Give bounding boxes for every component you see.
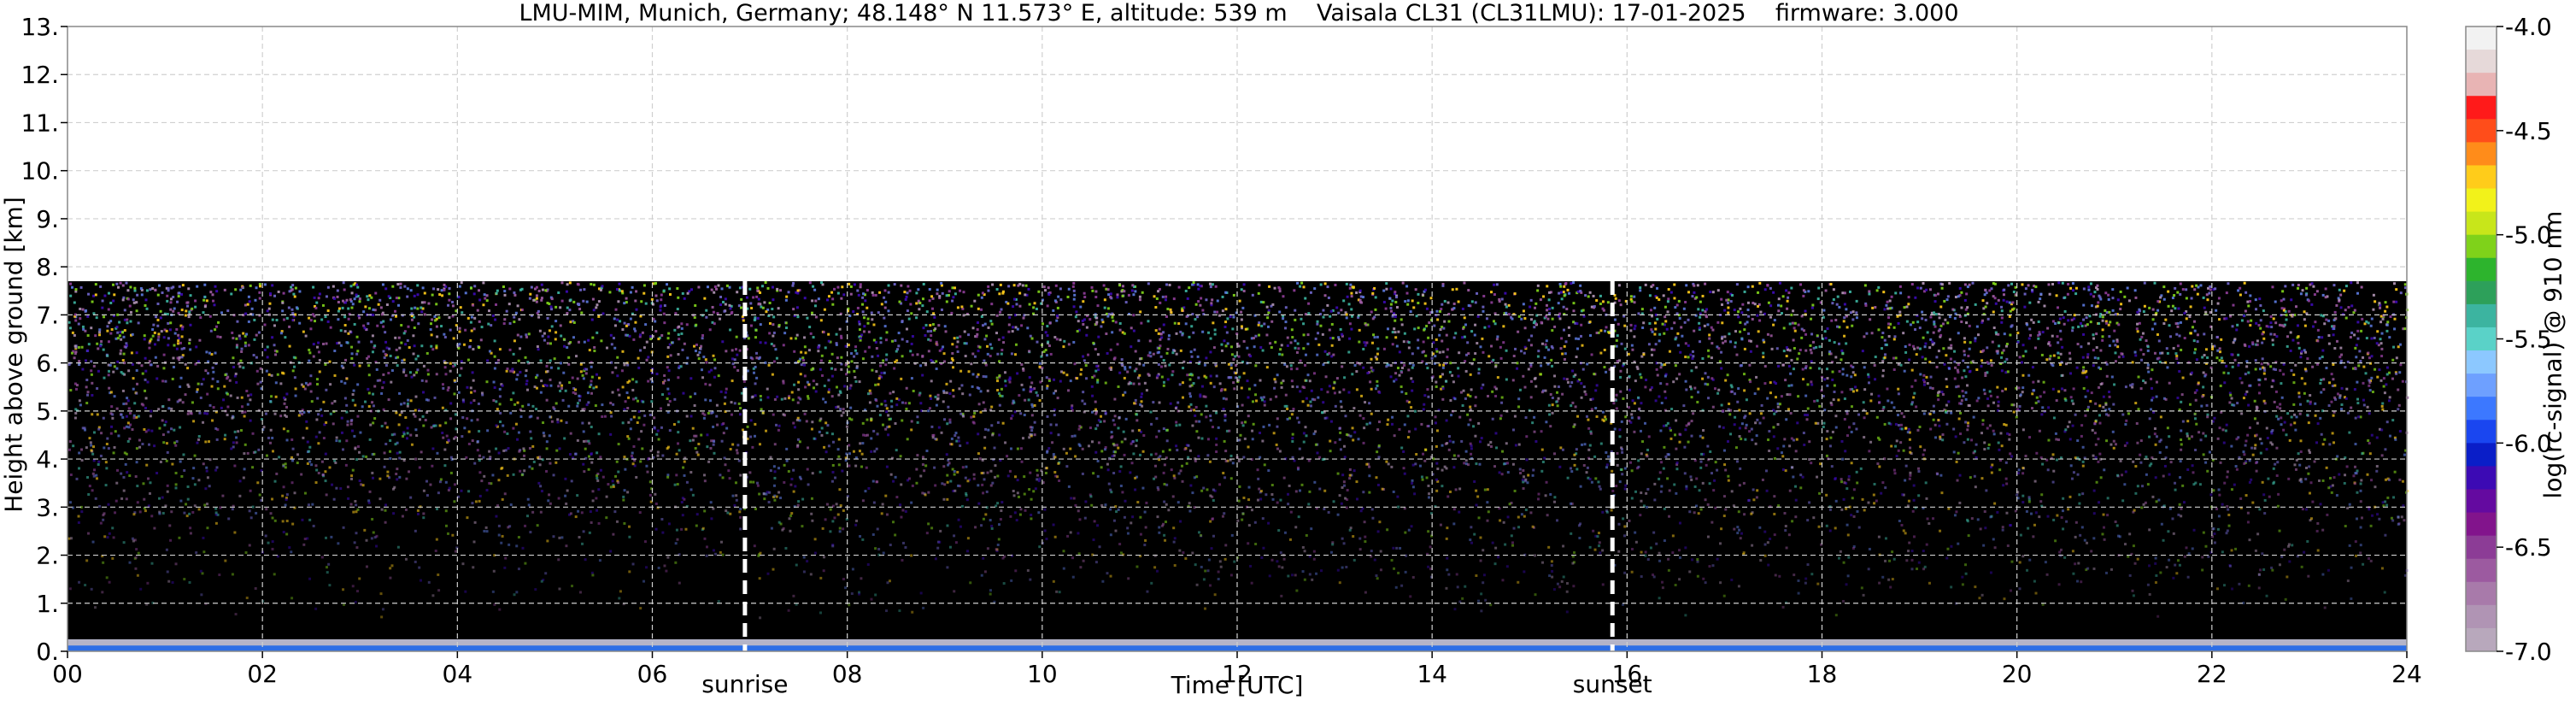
- y-tick-label: 7.: [36, 301, 59, 329]
- event-label-sunset: sunset: [1572, 670, 1652, 698]
- speckle-layer: [67, 281, 2409, 620]
- colorbar-segment: [2466, 350, 2497, 374]
- colorbar-segment: [2466, 581, 2497, 606]
- y-tick-label: 4.: [36, 445, 59, 474]
- y-tick-label: 2.: [36, 542, 59, 570]
- ground-layer-lower: [67, 645, 2407, 651]
- colorbar-tick-label: -4.0: [2505, 13, 2552, 41]
- colorbar-segment: [2466, 627, 2497, 652]
- colorbar-segment: [2466, 443, 2497, 467]
- colorbar-segment: [2466, 280, 2497, 305]
- x-tick-label: 18: [1807, 660, 1838, 688]
- x-tick-label: 24: [2391, 660, 2422, 688]
- colorbar-segment: [2466, 535, 2497, 560]
- x-tick-label: 22: [2197, 660, 2227, 688]
- x-axis-label: Time [UTC]: [1171, 671, 1304, 699]
- y-tick-label: 11.: [21, 109, 59, 137]
- colorbar-tick-label: -6.5: [2505, 533, 2552, 562]
- colorbar-segment: [2466, 512, 2497, 537]
- colorbar-tick-label: -7.0: [2505, 638, 2552, 666]
- colorbar-segment: [2466, 303, 2497, 328]
- x-tick-label: 02: [247, 660, 278, 688]
- colorbar-tick-label: -6.0: [2505, 429, 2552, 457]
- colorbar-segment: [2466, 26, 2497, 50]
- colorbar-segment: [2466, 188, 2497, 213]
- event-label-sunrise: sunrise: [701, 670, 789, 698]
- colorbar-segment: [2466, 73, 2497, 97]
- x-tick-label: 04: [443, 660, 473, 688]
- colorbar-segment: [2466, 50, 2497, 74]
- colorbar-segment: [2466, 327, 2497, 351]
- colorbar-segment: [2466, 420, 2497, 444]
- colorbar-segment: [2466, 96, 2497, 120]
- colorbar-tick-label: -5.0: [2505, 221, 2552, 250]
- colorbar-tick-label: -5.5: [2505, 326, 2552, 354]
- y-tick-label: 0.: [36, 638, 59, 666]
- x-tick-label: 16: [1612, 660, 1643, 688]
- colorbar-segment: [2466, 489, 2497, 514]
- y-tick-label: 3.: [36, 493, 59, 521]
- y-tick-label: 12.: [21, 61, 59, 89]
- colorbar-segment: [2466, 604, 2497, 629]
- colorbar-segment: [2466, 466, 2497, 490]
- x-tick-label: 14: [1417, 660, 1447, 688]
- x-tick-label: 08: [832, 660, 863, 688]
- colorbar-segment: [2466, 397, 2497, 421]
- y-tick-label: 5.: [36, 397, 59, 426]
- x-tick-label: 12: [1222, 660, 1253, 688]
- colorbar-tick-label: -4.5: [2505, 117, 2552, 145]
- y-tick-label: 10.: [21, 157, 59, 185]
- x-tick-label: 06: [637, 660, 668, 688]
- y-tick-label: 6.: [36, 350, 59, 378]
- colorbar-segment: [2466, 211, 2497, 236]
- y-tick-label: 13.: [21, 13, 59, 41]
- colorbar-segment: [2466, 257, 2497, 282]
- y-tick-label: 1.: [36, 590, 59, 618]
- colorbar-segment: [2466, 558, 2497, 583]
- colorbar-segment: [2466, 374, 2497, 397]
- x-tick-label: 00: [52, 660, 83, 688]
- y-tick-label: 9.: [36, 205, 59, 233]
- colorbar-segment: [2466, 234, 2497, 259]
- chart-title: LMU-MIM, Munich, Germany; 48.148° N 11.5…: [519, 0, 1959, 26]
- colorbar-segment: [2466, 119, 2497, 143]
- y-tick-label: 8.: [36, 253, 59, 281]
- colorbar-segment: [2466, 165, 2497, 190]
- x-tick-label: 10: [1027, 660, 1058, 688]
- x-tick-label: 20: [2002, 660, 2033, 688]
- colorbar-segment: [2466, 142, 2497, 166]
